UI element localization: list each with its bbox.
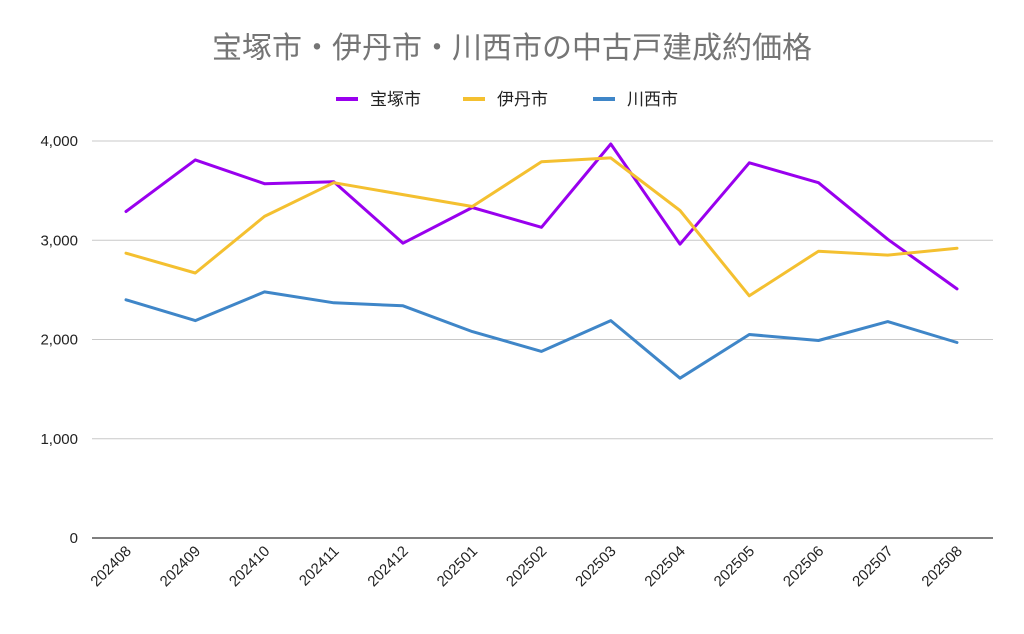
x-tick-label: 202412 bbox=[364, 543, 411, 590]
legend-label: 川西市 bbox=[627, 90, 678, 110]
x-axis-ticks: 202408 202409 202410 202411 202412 202501 2025… bbox=[87, 543, 965, 590]
y-tick-label: 4,000 bbox=[40, 133, 78, 150]
legend-label: 宝塚市 bbox=[370, 90, 421, 110]
x-tick-label: 202505 bbox=[711, 543, 758, 590]
series-line bbox=[124, 156, 959, 298]
x-tick-label: 202501 bbox=[434, 543, 481, 590]
series-line bbox=[124, 290, 959, 380]
x-tick-label: 202408 bbox=[87, 543, 134, 590]
series-line bbox=[124, 142, 959, 291]
y-tick-label: 1,000 bbox=[40, 431, 78, 448]
x-tick-label: 202504 bbox=[641, 543, 688, 590]
x-tick-label: 202409 bbox=[157, 543, 204, 590]
x-tick-label: 202507 bbox=[849, 543, 896, 590]
legend-label: 伊丹市 bbox=[497, 90, 548, 110]
x-tick-label: 202508 bbox=[918, 543, 965, 590]
x-tick-label: 202503 bbox=[572, 543, 619, 590]
x-tick-label: 202411 bbox=[296, 543, 343, 590]
y-tick-label: 3,000 bbox=[40, 232, 78, 249]
series-lines bbox=[124, 142, 959, 380]
x-tick-label: 202506 bbox=[780, 543, 827, 590]
y-tick-label: 2,000 bbox=[40, 332, 78, 349]
x-tick-label: 202502 bbox=[503, 543, 550, 590]
y-axis-ticks: 0 1,000 2,000 3,000 4,000 bbox=[40, 133, 78, 547]
chart-title: 宝塚市・伊丹市・川西市の中古戸建成約価格 bbox=[212, 31, 812, 66]
gridlines bbox=[92, 140, 993, 539]
legend: 宝塚市 伊丹市 川西市 bbox=[336, 90, 678, 110]
y-tick-label: 0 bbox=[70, 530, 78, 547]
x-tick-label: 202410 bbox=[226, 543, 273, 590]
